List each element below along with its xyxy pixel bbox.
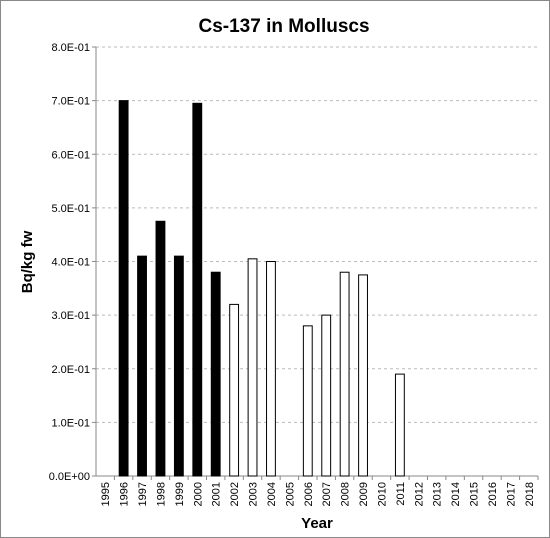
x-tick-label: 2013: [432, 482, 444, 506]
bar: [358, 274, 368, 477]
x-tick-label: 2007: [321, 482, 333, 506]
x-tick-label: 2005: [284, 482, 296, 506]
bar: [118, 100, 129, 477]
y-tick-label: 5.0E-01: [51, 203, 90, 215]
x-tick-label: 2001: [211, 482, 223, 506]
bar: [321, 314, 332, 477]
x-tick-label: 1999: [174, 482, 186, 506]
x-tick-label: 1996: [119, 482, 131, 506]
y-tick-label: 4.0E-01: [51, 257, 90, 269]
bar: [155, 220, 166, 477]
bar: [394, 373, 405, 477]
x-tick-label: 2011: [395, 482, 407, 506]
x-tick-label: 2012: [413, 482, 425, 506]
bar: [266, 261, 276, 477]
y-tick-label: 6.0E-01: [51, 149, 90, 161]
x-tick-label: 2008: [340, 482, 352, 506]
y-tick-label: 7.0E-01: [51, 96, 90, 108]
bar: [210, 271, 221, 477]
bar: [137, 255, 147, 477]
x-tick-label: 1997: [137, 482, 149, 506]
chart-title: Cs-137 in Molluscs: [198, 16, 369, 37]
x-tick-label: 2015: [469, 482, 481, 506]
bar: [229, 303, 240, 477]
y-tick-label: 0.0E+00: [49, 471, 90, 483]
x-tick-label: 2010: [376, 482, 388, 506]
bar: [173, 255, 184, 477]
y-tick-label: 2.0E-01: [51, 364, 90, 376]
x-tick-label: 2018: [524, 482, 536, 506]
bar: [192, 102, 203, 477]
x-tick-label: 2002: [229, 482, 241, 506]
bar: [339, 271, 350, 477]
x-tick-label: 2014: [450, 482, 462, 506]
x-tick-label: 2006: [303, 482, 315, 506]
y-axis-label: Bq/kg fw: [19, 230, 36, 293]
y-tick-label: 1.0E-01: [51, 417, 90, 429]
bar: [247, 258, 258, 477]
x-tick-label: 2016: [487, 482, 499, 506]
x-axis-label: Year: [301, 515, 333, 532]
x-tick-label: 1998: [155, 482, 167, 506]
y-tick-label: 8.0E-01: [51, 42, 90, 54]
y-tick-label: 3.0E-01: [51, 310, 90, 322]
x-tick-label: 2003: [248, 482, 260, 506]
bar: [302, 325, 313, 477]
x-tick-label: 2000: [192, 482, 204, 506]
x-tick-label: 2009: [358, 482, 370, 506]
x-tick-label: 2004: [266, 482, 278, 506]
x-tick-label: 1995: [100, 482, 112, 506]
x-tick-label: 2017: [505, 482, 517, 506]
